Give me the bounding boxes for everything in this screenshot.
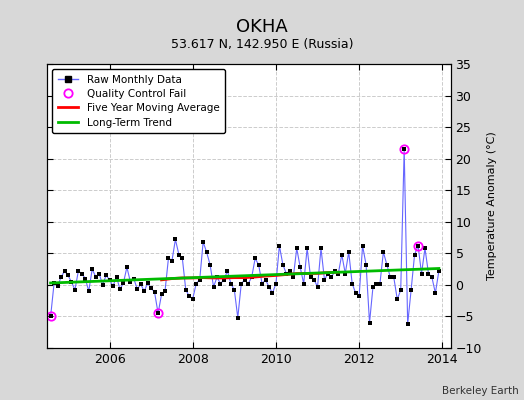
Legend: Raw Monthly Data, Quality Control Fail, Five Year Moving Average, Long-Term Tren: Raw Monthly Data, Quality Control Fail, … (52, 69, 225, 133)
Y-axis label: Temperature Anomaly (°C): Temperature Anomaly (°C) (487, 132, 497, 280)
Text: OKHA: OKHA (236, 18, 288, 36)
Text: Berkeley Earth: Berkeley Earth (442, 386, 519, 396)
Text: 53.617 N, 142.950 E (Russia): 53.617 N, 142.950 E (Russia) (171, 38, 353, 51)
